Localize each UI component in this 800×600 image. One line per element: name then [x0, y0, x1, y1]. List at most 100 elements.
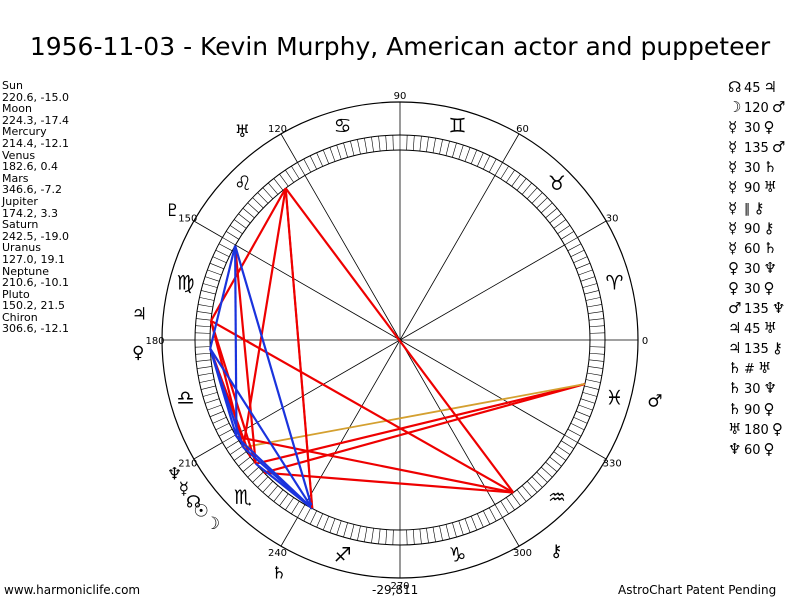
aspect-row: ♀ 30 ♆ — [728, 259, 785, 279]
aspect-angle: 135 — [744, 342, 769, 358]
degree-tick — [588, 366, 604, 369]
degree-tick — [445, 524, 450, 539]
degree-label: 30 — [606, 214, 619, 225]
degree-tick — [452, 142, 457, 158]
aspect-glyph-2: ♄ — [763, 238, 777, 257]
degree-tick — [212, 417, 227, 424]
degree-tick — [229, 445, 243, 455]
degree-tick — [412, 135, 415, 151]
degree-tick — [371, 136, 374, 152]
degree-tick — [195, 352, 211, 355]
footer-coord: -29,811 — [372, 583, 419, 597]
degree-tick — [585, 379, 601, 383]
degree-tick — [329, 147, 336, 162]
planet-name: Sun — [2, 79, 23, 92]
degree-label: 210 — [178, 459, 197, 470]
degree-tick — [505, 169, 515, 183]
aspect-line — [284, 188, 314, 509]
degree-tick — [198, 372, 213, 376]
degree-tick — [488, 507, 497, 522]
degree-tick — [297, 162, 306, 176]
degree-tick — [488, 158, 497, 173]
degree-tick — [589, 352, 605, 355]
aspect-angle: 45 — [744, 322, 761, 338]
degree-label: 0 — [642, 336, 648, 347]
aspect-glyph-1: ♀ — [728, 278, 739, 297]
aspect-angle: ∥ — [744, 201, 751, 217]
degree-tick — [505, 497, 515, 511]
degree-tick — [477, 152, 484, 167]
degree-tick — [222, 434, 236, 443]
planet-values: 182.6, 0.4 — [2, 160, 58, 174]
degree-tick — [526, 480, 538, 493]
sign-spoke — [399, 175, 496, 341]
degree-tick — [549, 213, 562, 224]
degree-tick — [392, 135, 394, 151]
aspect-angle: 90 — [744, 221, 761, 237]
degree-tick — [545, 461, 558, 473]
aspect-glyph-2: ⚷ — [771, 339, 783, 358]
aspect-row: ☿ 60 ♄ — [728, 239, 785, 259]
aspect-row: ☊ 45 ♃ — [728, 78, 785, 98]
degree-tick — [196, 311, 212, 314]
aspect-angle: 30 — [744, 161, 761, 177]
degree-tick — [439, 139, 443, 155]
aspect-angle: 135 — [744, 302, 769, 318]
sign-spoke — [235, 339, 401, 436]
degree-tick — [588, 359, 604, 362]
degree-tick — [196, 359, 212, 362]
aspect-glyph-1: ♄ — [728, 379, 742, 398]
degree-tick — [526, 187, 538, 200]
planet-glyph-icon: ☿ — [179, 479, 189, 499]
zodiac-sign-icon: ♌ — [234, 171, 252, 195]
aspect-line — [236, 435, 514, 494]
degree-tick — [564, 237, 578, 246]
planet-name: Pluto — [2, 287, 30, 301]
degree-tick — [464, 518, 471, 533]
aspect-glyph-2: ♀ — [771, 419, 783, 438]
aspect-glyph-1: ♃ — [728, 339, 742, 358]
degree-label: 240 — [268, 548, 287, 559]
degree-tick — [199, 297, 215, 301]
footer-notice: AstroChart Patent Pending — [618, 583, 777, 597]
degree-tick — [242, 461, 255, 473]
planet-name: Saturn — [2, 218, 39, 232]
degree-tick — [419, 528, 422, 544]
degree-tick — [578, 269, 593, 276]
sign-divider — [280, 133, 298, 163]
aspect-glyph-1: ☿ — [728, 198, 738, 217]
aspect-glyph-1: ☽ — [728, 98, 742, 117]
degree-tick — [262, 187, 274, 200]
aspect-glyph-2: ♄ — [763, 158, 777, 177]
planet-glyph-icon: ☊ — [186, 492, 201, 512]
degree-tick — [560, 231, 575, 240]
aspect-angle: 45 — [744, 81, 761, 96]
degree-tick — [225, 440, 240, 449]
sign-divider — [502, 517, 520, 547]
degree-tick — [573, 417, 588, 424]
degree-label: 60 — [516, 124, 529, 135]
degree-tick — [516, 178, 527, 191]
degree-tick — [549, 456, 562, 467]
degree-tick — [316, 152, 323, 167]
aspect-line — [234, 245, 238, 437]
aspect-glyph-2: ⚷ — [753, 198, 765, 217]
degree-tick — [204, 276, 220, 282]
sign-divider — [577, 220, 607, 238]
planet-name: Jupiter — [2, 194, 38, 208]
aspect-line — [263, 382, 586, 474]
planet-positions-list: Sun 220.6, -15.0 Moon 224.3, -17.4 Mercury 21… — [2, 80, 69, 335]
aspect-glyph-1: ☊ — [728, 78, 742, 96]
degree-tick — [285, 169, 295, 183]
aspect-angle: 60 — [744, 241, 761, 257]
aspect-glyph-2: ♆ — [763, 258, 777, 277]
degree-tick — [406, 135, 408, 151]
degree-tick — [412, 529, 415, 545]
aspect-row: ♄ 30 ♆ — [728, 379, 785, 399]
aspect-angle: # — [744, 362, 755, 378]
degree-tick — [350, 141, 355, 156]
degree-tick — [511, 493, 521, 507]
degree-tick — [445, 141, 450, 156]
degree-tick — [267, 485, 279, 498]
degree-label: 270 — [390, 581, 409, 592]
